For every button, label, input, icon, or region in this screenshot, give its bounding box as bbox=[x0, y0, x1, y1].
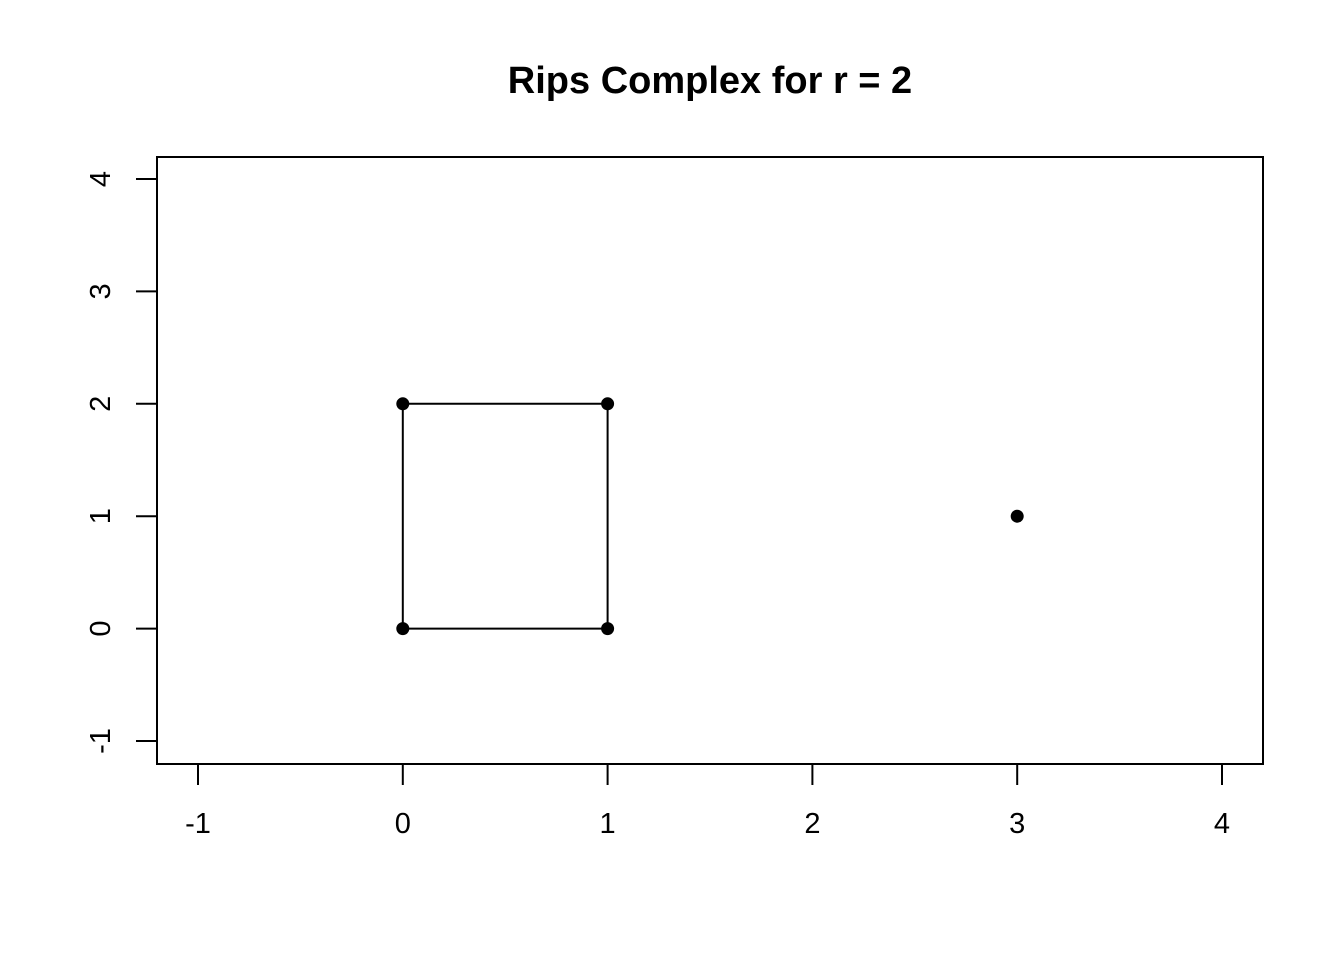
y-tick-label: 3 bbox=[85, 283, 117, 299]
data-point bbox=[1010, 509, 1024, 523]
x-axis: -1 0 1 2 3 4 bbox=[185, 763, 1230, 840]
x-tick-label: -1 bbox=[185, 808, 211, 840]
data-point bbox=[396, 622, 410, 636]
data-point bbox=[396, 397, 410, 411]
x-tick-label: 2 bbox=[804, 808, 820, 840]
x-tick-label: 0 bbox=[395, 808, 411, 840]
plot-frame bbox=[156, 156, 1264, 765]
x-tick-label: 3 bbox=[1009, 808, 1025, 840]
edges-layer bbox=[401, 402, 609, 630]
y-tick-label: 0 bbox=[85, 621, 117, 637]
chart-title: Rips Complex for r = 2 bbox=[508, 60, 912, 102]
data-point bbox=[601, 622, 615, 636]
y-tick-label: 4 bbox=[85, 171, 117, 187]
x-tick-label: 4 bbox=[1214, 808, 1230, 840]
y-tick-label: -1 bbox=[85, 728, 117, 754]
y-tick-label: 1 bbox=[85, 508, 117, 524]
x-tick-label: 1 bbox=[600, 808, 616, 840]
y-tick-label: 2 bbox=[85, 396, 117, 412]
points-layer bbox=[396, 397, 1024, 636]
y-axis: -1 0 1 2 3 4 bbox=[85, 171, 158, 754]
data-point bbox=[601, 397, 615, 411]
